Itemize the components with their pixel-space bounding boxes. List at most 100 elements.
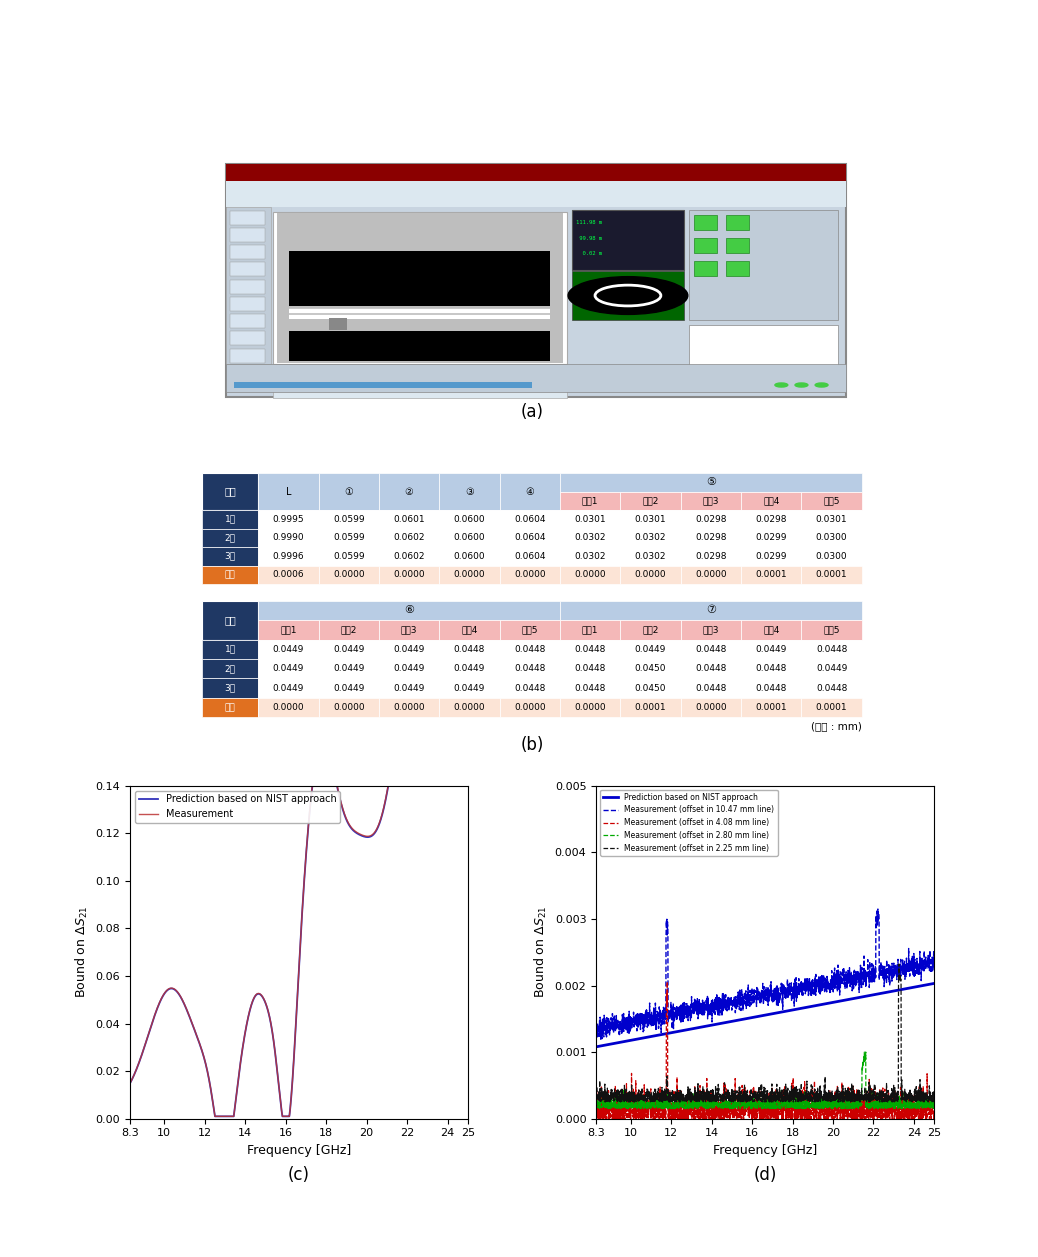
- Text: 0.0000: 0.0000: [514, 571, 546, 579]
- Bar: [202, 640, 258, 659]
- Text: 0.0449: 0.0449: [333, 645, 364, 654]
- Bar: [258, 679, 319, 698]
- Text: 0.0000: 0.0000: [454, 571, 486, 579]
- Bar: [681, 698, 741, 718]
- Text: 0.0604: 0.0604: [514, 515, 546, 524]
- Bar: [229, 245, 265, 259]
- Bar: [572, 210, 684, 269]
- Text: 0.0298: 0.0298: [695, 552, 727, 561]
- Text: 0.0000: 0.0000: [695, 703, 727, 711]
- Line: Measurement (offset in 10.47 mm line): Measurement (offset in 10.47 mm line): [596, 909, 934, 1040]
- Text: 0.0298: 0.0298: [695, 533, 727, 542]
- Text: 0.0300: 0.0300: [816, 533, 847, 542]
- Text: (c): (c): [288, 1166, 309, 1184]
- Measurement (offset in 4.08 mm line): [928, 1111, 940, 1126]
- Bar: [229, 263, 265, 277]
- Bar: [289, 309, 550, 313]
- Text: 0.0000: 0.0000: [574, 703, 606, 711]
- Measurement (offset in 4.08 mm line): [745, 1111, 758, 1126]
- Text: 범위: 범위: [225, 703, 236, 711]
- Bar: [801, 679, 862, 698]
- Bar: [319, 620, 379, 640]
- Text: 구간5: 구간5: [823, 625, 840, 635]
- Bar: [439, 510, 499, 528]
- Bar: [319, 547, 379, 566]
- Circle shape: [775, 383, 788, 387]
- Bar: [258, 473, 319, 510]
- Text: 0.0448: 0.0448: [574, 645, 606, 654]
- Bar: [319, 659, 379, 679]
- Text: 0.0448: 0.0448: [695, 645, 727, 654]
- Bar: [681, 679, 741, 698]
- Text: 0.0301: 0.0301: [634, 515, 666, 524]
- Bar: [499, 547, 561, 566]
- Bar: [681, 620, 741, 640]
- Bar: [277, 212, 563, 363]
- Measurement: [452, 342, 464, 357]
- Bar: [319, 640, 379, 659]
- Bar: [273, 368, 567, 398]
- Bar: [681, 640, 741, 659]
- Measurement: [390, 725, 403, 740]
- Bar: [226, 365, 846, 392]
- Bar: [561, 640, 621, 659]
- Measurement (offset in 4.08 mm line): [607, 1111, 620, 1126]
- Bar: [561, 698, 621, 718]
- Bar: [439, 640, 499, 659]
- Measurement (offset in 2.25 mm line): [856, 1092, 869, 1107]
- Text: 111.98 m: 111.98 m: [576, 220, 602, 225]
- Bar: [499, 640, 561, 659]
- Bar: [561, 547, 621, 566]
- Measurement (offset in 2.80 mm line): [607, 1095, 620, 1110]
- Bar: [681, 566, 741, 585]
- Bar: [621, 491, 681, 510]
- Text: 구간1: 구간1: [582, 497, 599, 505]
- Text: 0.0449: 0.0449: [273, 664, 304, 674]
- Text: 0.0449: 0.0449: [333, 664, 364, 674]
- Bar: [319, 566, 379, 585]
- Measurement (offset in 2.80 mm line): [755, 1097, 767, 1112]
- Bar: [289, 308, 550, 318]
- Text: 구간1: 구간1: [280, 625, 297, 635]
- Bar: [202, 528, 258, 547]
- Text: 0.0449: 0.0449: [454, 684, 485, 693]
- Legend: Prediction based on NIST approach, Measurement (offset in 10.47 mm line), Measur: Prediction based on NIST approach, Measu…: [600, 789, 777, 856]
- Text: L: L: [285, 486, 291, 497]
- Measurement (offset in 10.47 mm line): [590, 1012, 602, 1027]
- Measurement: [288, 1045, 300, 1060]
- Measurement (offset in 2.25 mm line): [745, 1091, 758, 1106]
- Text: 3회: 3회: [224, 552, 236, 561]
- Text: ⑦: ⑦: [706, 606, 716, 616]
- Bar: [379, 698, 439, 718]
- Text: 0.0448: 0.0448: [816, 684, 847, 693]
- Text: 0.0599: 0.0599: [333, 515, 364, 524]
- Measurement (offset in 2.25 mm line): [755, 1086, 767, 1101]
- Text: 구간4: 구간4: [763, 497, 780, 505]
- Prediction based on NIST approach: [607, 1036, 620, 1051]
- Measurement (offset in 4.08 mm line): [590, 1094, 602, 1109]
- Text: 99.98 m: 99.98 m: [576, 235, 602, 240]
- Circle shape: [568, 277, 688, 314]
- Line: Measurement (offset in 2.80 mm line): Measurement (offset in 2.80 mm line): [596, 1052, 934, 1109]
- Bar: [801, 491, 862, 510]
- Line: Prediction based on NIST approach: Prediction based on NIST approach: [596, 983, 934, 1047]
- Measurement (offset in 10.47 mm line): [928, 955, 940, 970]
- Y-axis label: Bound on $\Delta S_{21}$: Bound on $\Delta S_{21}$: [534, 906, 549, 998]
- Bar: [727, 238, 749, 253]
- Text: 0.0599: 0.0599: [333, 533, 364, 542]
- Bar: [439, 473, 499, 510]
- Text: 0.0000: 0.0000: [393, 703, 425, 711]
- Bar: [229, 332, 265, 346]
- Text: 0.0449: 0.0449: [393, 645, 425, 654]
- Prediction based on NIST approach: [590, 1040, 602, 1055]
- Text: 번호: 번호: [224, 615, 236, 625]
- Bar: [621, 566, 681, 585]
- Bar: [202, 601, 258, 640]
- Text: 0.0448: 0.0448: [514, 645, 546, 654]
- Bar: [681, 659, 741, 679]
- Prediction based on NIST approach: [856, 989, 869, 1004]
- Text: 0.0600: 0.0600: [454, 515, 486, 524]
- Text: (단위 : mm): (단위 : mm): [811, 722, 862, 732]
- Bar: [694, 215, 717, 230]
- Text: 0.0000: 0.0000: [514, 703, 546, 711]
